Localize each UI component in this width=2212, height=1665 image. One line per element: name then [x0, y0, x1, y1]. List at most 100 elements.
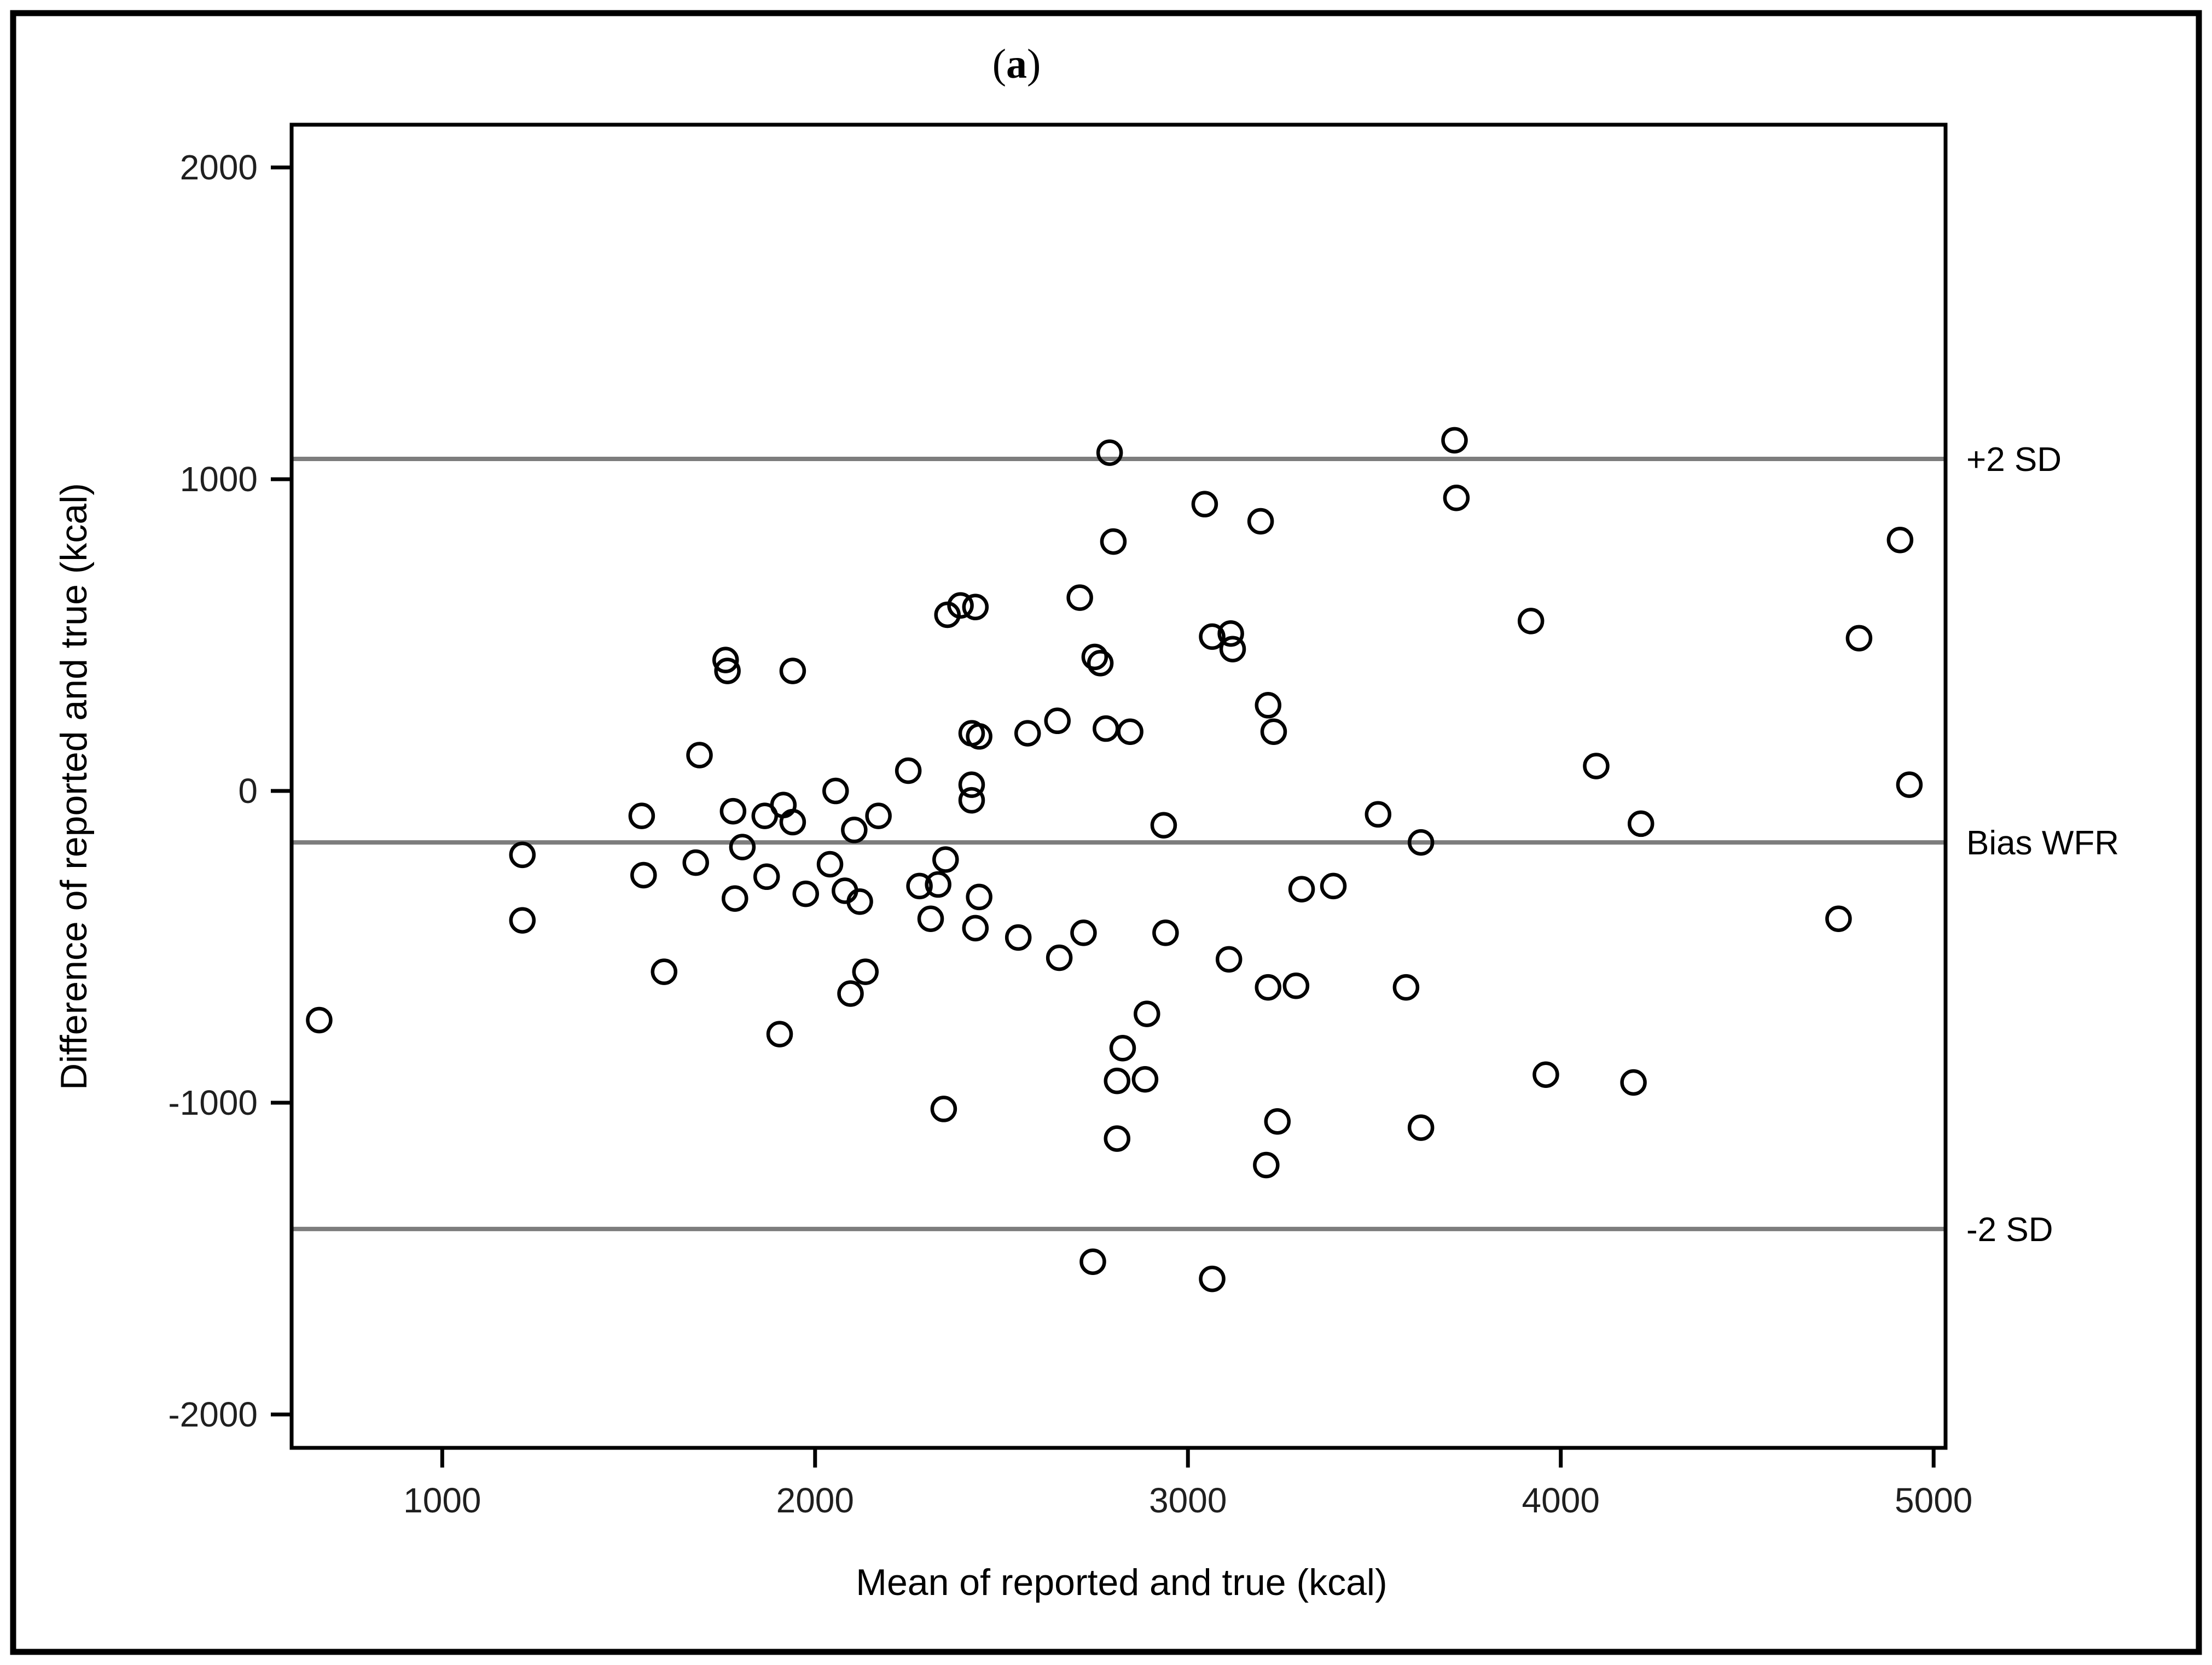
data-point — [1282, 973, 1310, 999]
data-point — [1191, 491, 1218, 517]
data-point — [1100, 528, 1127, 555]
x-tick-label: 5000 — [1895, 1481, 1972, 1520]
data-point — [1014, 720, 1041, 747]
data-point — [1320, 872, 1347, 900]
data-point — [1096, 439, 1123, 466]
data-point — [1392, 974, 1420, 1001]
data-point — [651, 958, 678, 985]
panel-title-letter: a — [1006, 41, 1027, 87]
panel-title-paren-close: ) — [1027, 41, 1041, 87]
reference-line-labels-group: +2 SD Bias WFR -2 SD — [1966, 441, 2119, 1249]
data-point — [1081, 643, 1108, 671]
data-point — [682, 849, 709, 876]
data-point — [1046, 944, 1073, 971]
data-point — [1044, 707, 1071, 735]
y-tick-label: -2000 — [168, 1395, 258, 1434]
data-point — [1255, 974, 1282, 1001]
data-point — [958, 771, 985, 798]
data-point — [1264, 1108, 1291, 1135]
data-point — [1087, 650, 1114, 677]
data-point — [947, 592, 974, 619]
y-axis-ticks-group: 2000 1000 0 -1000 -2000 — [168, 148, 292, 1434]
data-point — [1896, 771, 1923, 798]
panel-title: (a) — [992, 41, 1041, 87]
data-point — [712, 647, 739, 673]
data-point — [1104, 1125, 1131, 1152]
data-point — [816, 851, 844, 878]
data-point — [753, 863, 780, 890]
data-point — [1247, 508, 1274, 535]
reference-line-label-minus_2sd: -2 SD — [1966, 1211, 2053, 1249]
y-tick-label: -1000 — [168, 1083, 258, 1122]
data-point — [630, 861, 657, 889]
data-point — [1532, 1061, 1559, 1088]
data-point — [1093, 715, 1119, 742]
data-point — [509, 907, 536, 934]
data-point — [1627, 810, 1654, 837]
data-point — [841, 817, 868, 843]
data-point — [1825, 905, 1852, 932]
data-point — [1199, 1265, 1226, 1293]
data-point — [966, 883, 992, 911]
data-point — [1443, 485, 1470, 511]
data-point — [1253, 1151, 1280, 1179]
data-point — [865, 802, 892, 829]
data-point — [1199, 623, 1226, 650]
reference-lines-group — [292, 457, 1946, 1231]
data-point — [722, 885, 748, 912]
data-point — [1288, 876, 1315, 903]
data-point — [729, 834, 756, 860]
x-tick-label: 2000 — [776, 1481, 854, 1520]
data-point — [966, 723, 992, 750]
data-point — [958, 787, 985, 814]
data-point — [1150, 812, 1177, 839]
data-point — [779, 808, 806, 836]
data-point — [1079, 1248, 1106, 1275]
data-point — [766, 1021, 793, 1047]
figure-outer-border — [10, 10, 2202, 1655]
data-point — [1005, 924, 1032, 951]
reference-line-label-bias_wfr: Bias WFR — [1966, 824, 2119, 862]
data-point — [1517, 608, 1545, 634]
data-point — [1407, 829, 1435, 856]
data-point — [1260, 718, 1287, 746]
data-point — [925, 871, 951, 898]
data-point — [932, 846, 959, 873]
x-tick-label: 3000 — [1149, 1481, 1227, 1520]
data-point — [1583, 753, 1610, 779]
data-point — [714, 657, 741, 684]
data-point — [846, 888, 873, 915]
x-tick-label: 4000 — [1522, 1481, 1600, 1520]
reference-line-label-plus_2sd: +2 SD — [1966, 441, 2062, 479]
plot-area-border — [289, 123, 1948, 1450]
y-tick-label: 1000 — [180, 459, 258, 499]
y-tick-label: 2000 — [180, 148, 258, 187]
data-point — [1845, 625, 1873, 652]
data-points-group — [306, 427, 1923, 1293]
x-axis-title: Mean of reported and true (kcal) — [856, 1562, 1387, 1603]
data-point — [962, 915, 989, 942]
data-point — [1365, 801, 1392, 828]
data-point — [509, 841, 536, 869]
data-point — [628, 802, 655, 829]
data-point — [1219, 636, 1246, 662]
data-point — [719, 797, 747, 825]
data-point — [1131, 1066, 1159, 1093]
data-point — [1134, 1000, 1160, 1027]
data-point — [792, 880, 819, 907]
data-point — [895, 757, 922, 784]
x-axis-ticks-group: 1000 2000 3000 4000 5000 — [403, 1448, 1972, 1520]
data-point — [1117, 718, 1143, 746]
data-point — [1109, 1035, 1136, 1062]
data-point — [1620, 1069, 1647, 1096]
data-point — [837, 980, 864, 1007]
x-tick-label: 1000 — [403, 1481, 481, 1520]
data-point — [1255, 692, 1282, 719]
data-point — [917, 905, 944, 932]
y-tick-label: 0 — [238, 771, 258, 811]
data-point — [822, 777, 849, 805]
data-point — [1070, 919, 1097, 946]
data-point — [962, 593, 989, 621]
